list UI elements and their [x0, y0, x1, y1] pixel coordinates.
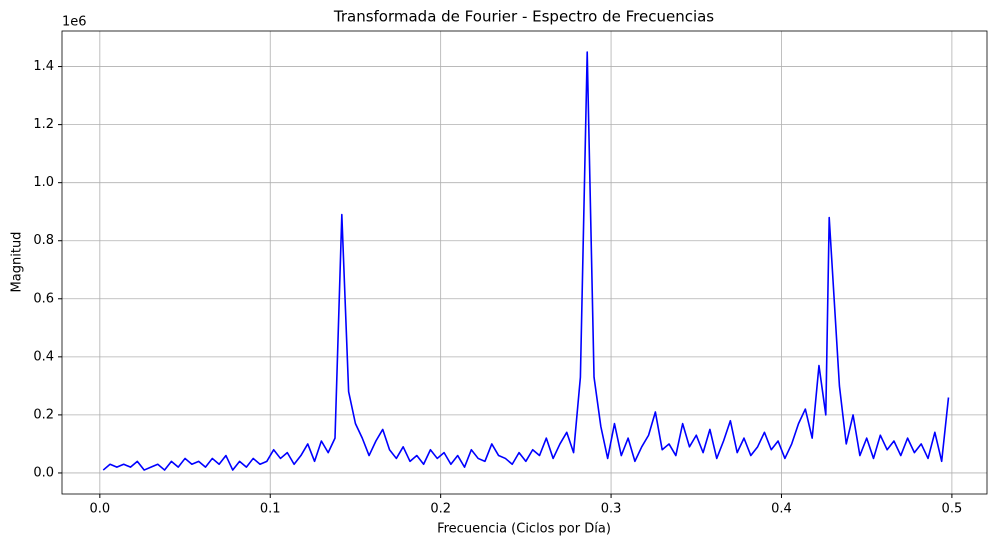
x-tick-label: 0.1 — [260, 502, 281, 517]
x-axis-label: Frecuencia (Ciclos por Día) — [437, 522, 611, 537]
x-tick-label: 0.3 — [601, 502, 622, 517]
x-tick-label: 0.5 — [942, 502, 963, 517]
data-line — [102, 51, 950, 471]
y-tick-label: 0.2 — [33, 407, 54, 422]
y-tick-label: 0.8 — [33, 233, 54, 248]
y-tick-label: 0.0 — [33, 465, 54, 480]
x-tick-label: 0.0 — [89, 502, 110, 517]
y-tick-label: 1.2 — [33, 117, 54, 132]
y-tick-label: 1.4 — [33, 59, 54, 74]
y-axis-label: Magnitud — [10, 232, 25, 293]
y-tick-label: 0.4 — [33, 349, 54, 364]
y-tick-label: 1.0 — [33, 175, 54, 190]
x-tick-label: 0.4 — [771, 502, 792, 517]
y-offset-label: 1e6 — [62, 15, 87, 30]
chart-title: Transformada de Fourier - Espectro de Fr… — [333, 8, 714, 26]
x-tick-label: 0.2 — [430, 502, 451, 517]
plot-frame — [61, 30, 988, 495]
y-tick-label: 0.6 — [33, 291, 54, 306]
